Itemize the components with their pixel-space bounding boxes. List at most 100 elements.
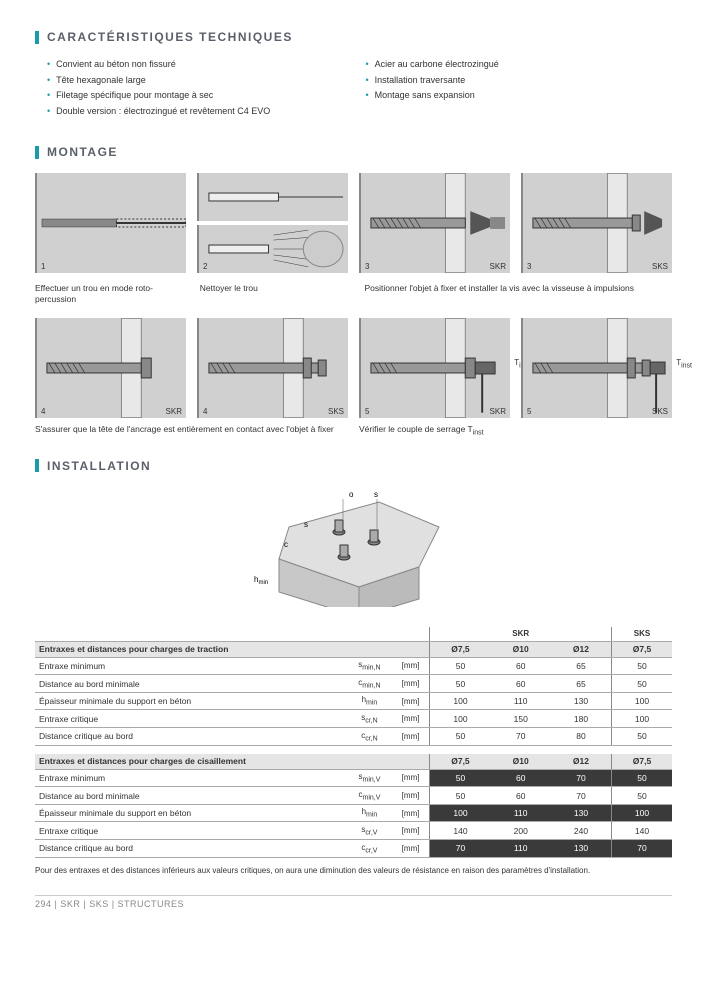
montage-step-4b: 4 SKS [197,318,348,418]
montage-row-1: 1 2 [35,173,672,277]
table-cell: 60 [490,787,551,805]
table-cell: 110 [490,692,551,710]
table-cell: 50 [430,657,491,675]
screw-install-icon [523,173,672,273]
section-header-install: INSTALLATION [35,459,672,473]
caption: Vérifier le couple de serrage Tinst [359,424,672,438]
step-number: 1 [41,262,45,271]
bullet-text: Installation traversante [375,74,466,88]
caption: Positionner l'objet à fixer et installer… [365,283,673,304]
table-col-header [347,754,392,770]
table-row: Distance critique au bordccr,N[mm]507080… [35,728,672,746]
montage-step-1: 1 [35,173,186,277]
table-cell: [mm] [392,657,430,675]
montage-step-2: 2 [197,173,348,277]
table-col-header: Entraxes et distances pour charges de ci… [35,754,347,770]
table-col-header [392,641,430,657]
step-illustration: 3 SKR [359,173,510,273]
section-marker [35,31,39,44]
bullet-item: • Acier au carbone électrozingué [354,58,673,72]
table-cell: 70 [490,728,551,746]
montage-step-5b: 5 SKS Tinst [521,318,672,418]
label-hmin: hmin [254,575,268,586]
table-cell: 130 [551,804,612,822]
table-cell: [mm] [392,822,430,840]
table-cell: 50 [611,769,672,787]
torque-icon [523,318,672,418]
table-cell: 60 [490,675,551,693]
table-col-header: Ø7,5 [430,641,491,657]
step-label: SKR [490,262,506,271]
step-illustration: 3 SKS [521,173,672,273]
caption-row-2: S'assurer que la tête de l'ancrage est e… [35,424,672,438]
table-cell: smin,V [347,769,392,787]
table-cell: smin,N [347,657,392,675]
bullet-item: •Installation traversante [354,74,673,88]
montage-row-2: 4 SKR 4 SKS [35,318,672,418]
bullet-item: •Montage sans expansion [354,89,673,103]
step-number: 4 [41,407,45,416]
section-marker [35,459,39,472]
table-cell: 140 [430,822,491,840]
table-cell: 150 [490,710,551,728]
table-cell: [mm] [392,728,430,746]
table-row: Entraxe minimumsmin,N[mm]50606550 [35,657,672,675]
anchor-spacing-icon: o s s c hmin [249,487,459,607]
table-col-header: Entraxes et distances pour charges de tr… [35,641,347,657]
bullets-right: • Acier au carbone électrozingué •Installa… [354,58,673,120]
table-row: Épaisseur minimale du support en bétonhm… [35,692,672,710]
table-cell: 50 [611,657,672,675]
table-cell: [mm] [392,840,430,858]
bullet-dot-icon: • [366,58,369,72]
table-cell: 100 [430,804,491,822]
table-cell: 240 [551,822,612,840]
bullet-text: Acier au carbone électrozingué [375,58,499,72]
table-cell: 100 [611,692,672,710]
table-footnote: Pour des entraxes et des distances infér… [35,866,672,876]
torque-icon [361,318,510,418]
table-cell: 70 [551,769,612,787]
table-col-header [392,754,430,770]
bullets-left: •Convient au béton non fissuré•Tête hexa… [35,58,354,120]
bullet-item: •Double version : électrozingué et revêt… [35,105,354,119]
table-cell: [mm] [392,710,430,728]
table-cell: 130 [551,692,612,710]
table-cell: 50 [611,787,672,805]
bullet-item: •Convient au béton non fissuré [35,58,354,72]
step-number: 5 [527,407,531,416]
table-traction: SKR SKS Entraxes et distances pour charg… [35,627,672,746]
label-s2: s [304,520,308,529]
step-illustration: 4 SKR [35,318,186,418]
bullet-item: •Filetage spécifique pour montage à sec [35,89,354,103]
table-row: Entraxe minimumsmin,V[mm]50607050 [35,769,672,787]
bullet-text: Double version : électrozingué et revête… [56,105,270,119]
table-col-header: Ø7,5 [430,754,491,770]
table-cell: Distance critique au bord [35,728,347,746]
table-cell: 100 [611,710,672,728]
screw-install-icon [361,173,510,273]
table-cell: 100 [430,710,491,728]
drill-icon [37,173,186,273]
table-cell: 100 [430,692,491,710]
tinst-label: Tinst [676,358,692,370]
table-cell: 50 [430,769,491,787]
step-number: 3 [527,262,531,271]
table-col-header [347,641,392,657]
bullet-text: Convient au béton non fissuré [56,58,176,72]
label-s: s [374,490,378,499]
page-footer: 294 | SKR | SKS | STRUCTURES [35,895,672,909]
montage-step-3b: 3 SKS [521,173,672,277]
table-cell: 130 [551,840,612,858]
table-cell: cmin,V [347,787,392,805]
step-illustration: 4 SKS [197,318,348,418]
bullet-text: Filetage spécifique pour montage à sec [56,89,213,103]
table-cell: 100 [611,804,672,822]
step-illustration: 5 SKR Tinst [359,318,510,418]
montage-step-3a: 3 SKR [359,173,510,277]
table-cell: [mm] [392,769,430,787]
table-cell: cmin,N [347,675,392,693]
table-col-header: Ø7,5 [611,641,672,657]
table-cell: Entraxe critique [35,822,347,840]
table-cell: [mm] [392,675,430,693]
caption: Nettoyer le trou [200,283,354,304]
